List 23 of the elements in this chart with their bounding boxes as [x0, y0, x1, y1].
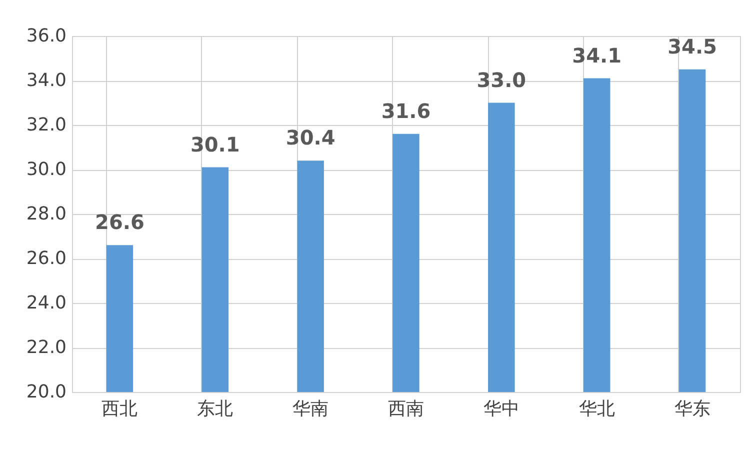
x-tick-label: 华东 [674, 398, 710, 420]
y-tick-label: 20.0 [26, 382, 66, 402]
y-tick-label: 28.0 [26, 204, 66, 224]
x-tick-label: 西北 [102, 398, 138, 420]
x-tick-label: 华南 [292, 398, 329, 420]
y-tick-label: 24.0 [26, 292, 66, 314]
data-label: 30.1 [190, 132, 240, 156]
data-label: 34.5 [668, 34, 717, 58]
y-tick-label: 36.0 [26, 26, 66, 46]
y-tick-label: 34.0 [26, 70, 66, 91]
data-label: 34.1 [572, 43, 622, 68]
data-label: 26.6 [95, 210, 144, 234]
data-label: 33.0 [476, 68, 526, 92]
data-label: 30.4 [286, 126, 336, 150]
x-tick-label: 西南 [388, 398, 424, 420]
y-tick-label: 22.0 [26, 337, 66, 358]
data-label: 31.6 [381, 98, 431, 123]
x-tick-label: 华北 [578, 398, 615, 420]
y-tick-label: 26.0 [26, 248, 66, 269]
y-tick-label: 32.0 [26, 114, 66, 136]
x-tick-label: 华中 [483, 398, 520, 420]
x-tick-label: 东北 [197, 398, 234, 420]
y-tick-label: 30.0 [26, 159, 66, 180]
